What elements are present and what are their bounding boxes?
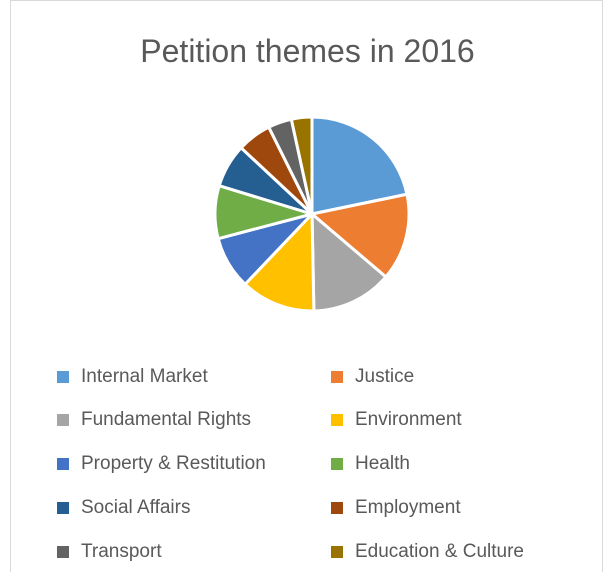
legend-item-6: Health <box>331 452 410 476</box>
legend-label: Social Affairs <box>81 497 191 518</box>
legend-swatch <box>331 546 343 558</box>
legend-swatch <box>331 502 343 514</box>
pie-slice-3 <box>310 212 388 313</box>
pie-slice-2 <box>310 192 411 279</box>
legend-swatch <box>57 414 69 426</box>
pie-chart <box>213 115 411 313</box>
legend-swatch <box>57 458 69 470</box>
legend-item-2: Justice <box>331 365 414 389</box>
legend-label: Employment <box>355 497 461 518</box>
legend-label: Health <box>355 453 410 474</box>
pie-slice-1 <box>310 115 409 216</box>
legend-label: Property & Restitution <box>81 453 266 474</box>
legend-label: Justice <box>355 366 415 387</box>
legend-item-5: Property & Restitution <box>57 452 266 476</box>
legend-swatch <box>331 458 343 470</box>
legend-label: Transport <box>81 541 162 562</box>
legend-item-7: Social Affairs <box>57 496 190 520</box>
legend-item-8: Employment <box>331 496 461 520</box>
legend-swatch <box>331 371 343 383</box>
chart-area: Petition themes in 2016 Internal Market J… <box>10 0 603 572</box>
pie-slice-10 <box>289 115 314 216</box>
legend-label: Environment <box>355 409 462 430</box>
legend-item-3: Fundamental Rights <box>57 408 251 432</box>
legend-swatch <box>57 371 69 383</box>
legend-item-9: Transport <box>57 540 162 564</box>
legend-label: Fundamental Rights <box>81 409 252 430</box>
legend-item-1: Internal Market <box>57 365 208 389</box>
legend-swatch <box>57 502 69 514</box>
legend-swatch <box>57 546 69 558</box>
legend-item-10: Education & Culture <box>331 540 524 564</box>
legend-label: Internal Market <box>81 366 208 387</box>
chart-title: Petition themes in 2016 <box>140 33 475 69</box>
legend-label: Education & Culture <box>355 541 524 562</box>
pie-slice-4 <box>243 212 316 313</box>
legend-swatch <box>331 414 343 426</box>
legend-item-4: Environment <box>331 408 462 432</box>
